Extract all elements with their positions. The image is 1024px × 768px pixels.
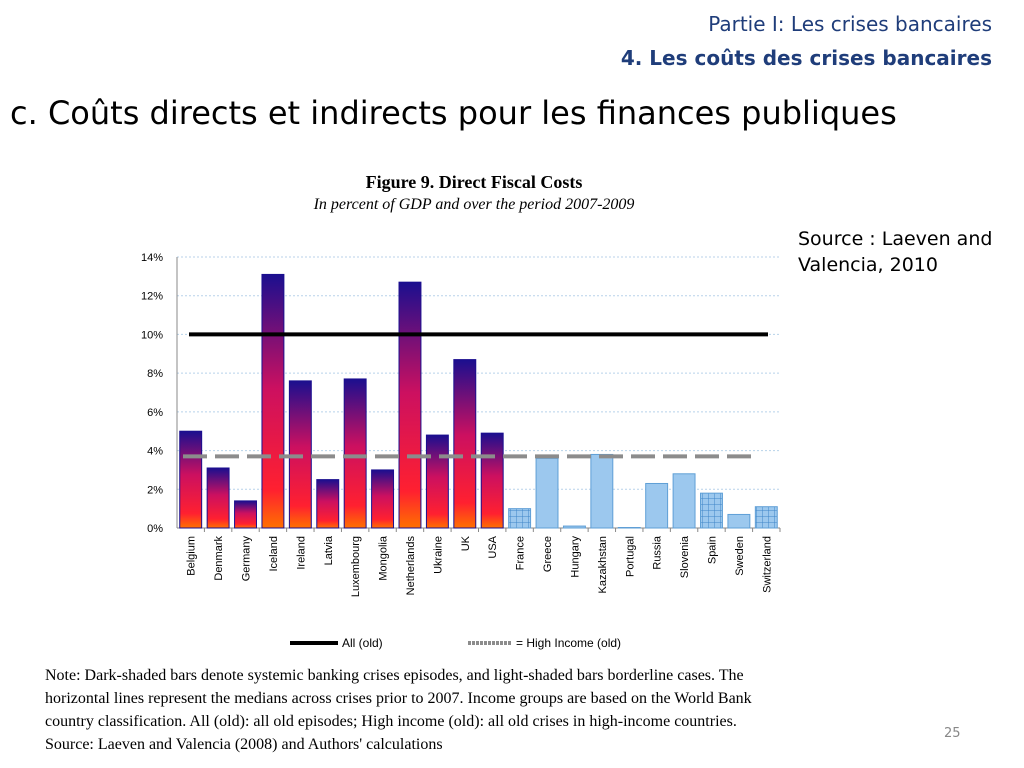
bar xyxy=(535,457,559,529)
bars xyxy=(179,273,778,529)
x-tick-label: Slovenia xyxy=(679,535,691,578)
x-tick-label: Greece xyxy=(542,536,554,572)
bar xyxy=(645,482,669,529)
source-note: Source : Laeven and Valencia, 2010 xyxy=(798,228,993,276)
bar xyxy=(316,479,340,529)
x-tick-label: UK xyxy=(460,535,472,551)
figure-note: Note: Dark-shaded bars denote systemic b… xyxy=(45,664,875,756)
bar xyxy=(700,492,723,529)
bar xyxy=(727,513,751,529)
bar xyxy=(508,508,532,529)
x-tick-label: Luxembourg xyxy=(350,536,362,597)
y-tick-label: 12% xyxy=(141,291,163,303)
y-tick-label: 14% xyxy=(141,252,163,264)
bar xyxy=(480,432,504,529)
y-tick-label: 10% xyxy=(141,329,163,341)
bar xyxy=(425,434,449,529)
legend-high-income-label: = High Income (old) xyxy=(516,636,621,650)
x-tick-label: Denmark xyxy=(213,536,225,581)
x-tick-label: France xyxy=(515,536,527,570)
bar xyxy=(261,273,285,529)
x-tick-label: USA xyxy=(487,535,499,558)
x-tick-label: Spain xyxy=(706,536,718,564)
figure-subtitle: In percent of GDP and over the period 20… xyxy=(313,196,635,213)
reference-lines xyxy=(183,332,768,459)
note-line: Source: Laeven and Valencia (2008) and A… xyxy=(45,736,443,753)
y-axis: 0% 2% 4% 6% 8% 10% 12% 14% xyxy=(141,252,780,535)
bar xyxy=(672,473,696,529)
x-axis-labels: Belgium Denmark Germany Iceland Ireland Latvi… xyxy=(186,528,781,597)
bar xyxy=(371,469,395,529)
x-tick-label: Belgium xyxy=(186,536,198,576)
bar xyxy=(343,378,367,529)
figure-title: Figure 9. Direct Fiscal Costs xyxy=(365,172,583,192)
x-tick-label: Netherlands xyxy=(405,536,417,596)
x-tick-label: Russia xyxy=(652,535,664,570)
y-tick-label: 2% xyxy=(147,484,163,496)
slide-title: c. Coûts directs et indirects pour les f… xyxy=(10,94,897,132)
x-tick-label: Ireland xyxy=(295,536,307,570)
note-line: country classification. All (old): all o… xyxy=(45,713,737,730)
bar xyxy=(206,467,230,529)
bar xyxy=(453,359,477,529)
y-tick-label: 4% xyxy=(147,446,163,458)
bar xyxy=(617,527,641,529)
x-tick-label: Kazakhstan xyxy=(597,536,609,593)
x-tick-label: Hungary xyxy=(569,536,581,578)
legend-all-old-label: All (old) xyxy=(342,636,383,650)
bar xyxy=(562,525,586,529)
y-tick-label: 0% xyxy=(147,523,163,535)
section-header: Partie I: Les crises bancaires xyxy=(708,12,992,36)
note-line: horizontal lines represent the medians a… xyxy=(45,690,752,707)
x-tick-label: Switzerland xyxy=(761,536,773,593)
x-tick-label: Sweden xyxy=(734,536,746,576)
x-tick-label: Mongolia xyxy=(378,535,390,581)
x-tick-label: Portugal xyxy=(624,536,636,577)
bar xyxy=(179,430,203,529)
x-tick-label: Ukraine xyxy=(432,536,444,574)
x-tick-label: Latvia xyxy=(323,535,335,565)
note-line: Note: Dark-shaded bars denote systemic b… xyxy=(45,667,744,684)
bar xyxy=(234,500,257,529)
y-tick-label: 8% xyxy=(147,368,163,380)
x-tick-label: Germany xyxy=(241,536,253,582)
bar xyxy=(754,506,778,529)
legend: All (old) = High Income (old) xyxy=(290,636,621,650)
page-number: 25 xyxy=(944,726,961,741)
bar xyxy=(398,281,422,529)
bar xyxy=(590,453,614,529)
y-tick-label: 6% xyxy=(147,407,163,419)
subsection-header: 4. Les coûts des crises bancaires xyxy=(620,46,992,70)
x-tick-label: Iceland xyxy=(268,536,280,571)
